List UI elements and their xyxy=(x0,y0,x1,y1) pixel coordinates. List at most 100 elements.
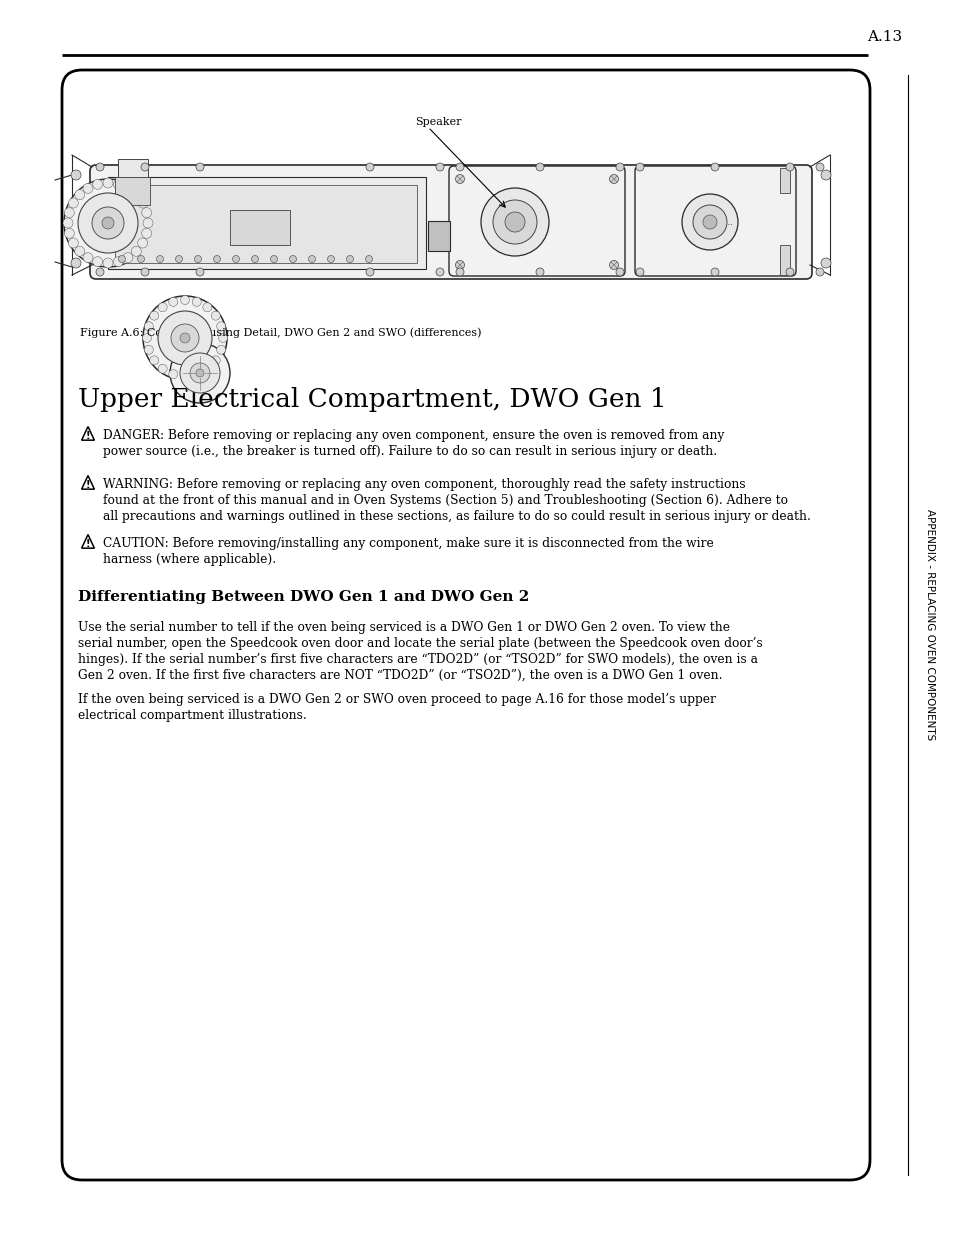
Text: !: ! xyxy=(86,538,91,548)
Circle shape xyxy=(216,346,226,354)
Circle shape xyxy=(180,353,220,393)
Polygon shape xyxy=(82,426,94,440)
Text: !: ! xyxy=(86,431,91,441)
Bar xyxy=(115,177,150,205)
Circle shape xyxy=(456,268,463,275)
Circle shape xyxy=(169,298,177,306)
Bar xyxy=(230,210,290,245)
Circle shape xyxy=(211,356,220,364)
Circle shape xyxy=(702,215,717,228)
Circle shape xyxy=(785,163,793,170)
Circle shape xyxy=(158,303,167,311)
Circle shape xyxy=(103,178,112,188)
Circle shape xyxy=(195,369,204,377)
Circle shape xyxy=(366,163,374,170)
Circle shape xyxy=(170,343,230,403)
Text: DANGER: Before removing or replacing any oven component, ensure the oven is remo: DANGER: Before removing or replacing any… xyxy=(103,429,723,442)
Circle shape xyxy=(203,303,212,311)
Circle shape xyxy=(63,219,73,228)
Circle shape xyxy=(150,356,158,364)
Circle shape xyxy=(609,174,618,184)
Circle shape xyxy=(141,228,152,238)
Circle shape xyxy=(436,268,443,275)
Text: Upper Electrical Compartment, DWO Gen 1: Upper Electrical Compartment, DWO Gen 1 xyxy=(78,387,666,412)
Circle shape xyxy=(123,253,132,263)
Circle shape xyxy=(64,228,74,238)
Circle shape xyxy=(83,253,92,263)
Circle shape xyxy=(69,238,78,248)
Circle shape xyxy=(180,372,190,380)
Circle shape xyxy=(74,246,85,257)
Circle shape xyxy=(123,183,132,194)
Bar xyxy=(780,168,789,193)
Circle shape xyxy=(143,296,227,380)
Circle shape xyxy=(480,188,548,256)
Text: WARNING: Before removing or replacing any oven component, thoroughly read the sa: WARNING: Before removing or replacing an… xyxy=(103,478,745,492)
Text: CAUTION: Before removing/installing any component, make sure it is disconnected : CAUTION: Before removing/installing any … xyxy=(103,537,713,550)
Text: Differentiating Between DWO Gen 1 and DWO Gen 2: Differentiating Between DWO Gen 1 and DW… xyxy=(78,590,529,604)
Text: Gen 2 oven. If the first five characters are NOT “TDO2D” (or “TSO2D”), the oven : Gen 2 oven. If the first five characters… xyxy=(78,669,721,682)
Circle shape xyxy=(710,163,719,170)
Circle shape xyxy=(158,311,212,366)
Circle shape xyxy=(137,256,144,263)
Circle shape xyxy=(64,179,152,267)
Circle shape xyxy=(91,207,124,240)
Circle shape xyxy=(144,322,153,331)
Circle shape xyxy=(71,170,81,180)
Circle shape xyxy=(190,363,210,383)
Circle shape xyxy=(69,198,78,207)
Circle shape xyxy=(156,256,163,263)
Circle shape xyxy=(211,311,220,320)
Circle shape xyxy=(194,256,201,263)
Text: serial number, open the Speedcook oven door and locate the serial plate (between: serial number, open the Speedcook oven d… xyxy=(78,637,762,650)
Text: electrical compartment illustrations.: electrical compartment illustrations. xyxy=(78,709,307,722)
Circle shape xyxy=(158,364,167,373)
Circle shape xyxy=(455,261,464,269)
Text: Use the serial number to tell if the oven being serviced is a DWO Gen 1 or DWO G: Use the serial number to tell if the ove… xyxy=(78,621,729,634)
Circle shape xyxy=(815,268,823,275)
Circle shape xyxy=(150,311,158,320)
Text: A.13: A.13 xyxy=(866,30,901,44)
Text: APPENDIX - REPLACING OVEN COMPONENTS: APPENDIX - REPLACING OVEN COMPONENTS xyxy=(924,509,934,741)
Circle shape xyxy=(346,256,354,263)
Circle shape xyxy=(218,333,227,342)
Circle shape xyxy=(271,256,277,263)
Circle shape xyxy=(137,238,148,248)
Circle shape xyxy=(195,163,204,170)
Circle shape xyxy=(636,163,643,170)
Text: harness (where applicable).: harness (where applicable). xyxy=(103,553,275,566)
Circle shape xyxy=(252,256,258,263)
Circle shape xyxy=(821,258,830,268)
Circle shape xyxy=(203,364,212,373)
Circle shape xyxy=(169,369,177,379)
Circle shape xyxy=(83,183,92,194)
Bar xyxy=(428,221,450,251)
Circle shape xyxy=(141,268,149,275)
Circle shape xyxy=(102,217,113,228)
Circle shape xyxy=(536,163,543,170)
FancyBboxPatch shape xyxy=(449,165,624,275)
Circle shape xyxy=(143,219,152,228)
Text: If the oven being serviced is a DWO Gen 2 or SWO oven proceed to page A.16 for t: If the oven being serviced is a DWO Gen … xyxy=(78,693,715,706)
Circle shape xyxy=(142,333,152,342)
Circle shape xyxy=(132,190,141,200)
Circle shape xyxy=(493,200,537,245)
Circle shape xyxy=(821,170,830,180)
Circle shape xyxy=(141,163,149,170)
Text: all precautions and warnings outlined in these sections, as failure to do so cou: all precautions and warnings outlined in… xyxy=(103,510,810,522)
Circle shape xyxy=(609,261,618,269)
Circle shape xyxy=(137,198,148,207)
Circle shape xyxy=(327,256,335,263)
Circle shape xyxy=(536,268,543,275)
Circle shape xyxy=(308,256,315,263)
Circle shape xyxy=(103,258,112,268)
Circle shape xyxy=(113,179,123,189)
Circle shape xyxy=(815,163,823,170)
Polygon shape xyxy=(82,535,94,548)
Circle shape xyxy=(113,257,123,267)
Circle shape xyxy=(144,346,153,354)
Circle shape xyxy=(636,268,643,275)
Circle shape xyxy=(132,246,141,257)
Circle shape xyxy=(195,268,204,275)
Bar xyxy=(108,177,426,269)
